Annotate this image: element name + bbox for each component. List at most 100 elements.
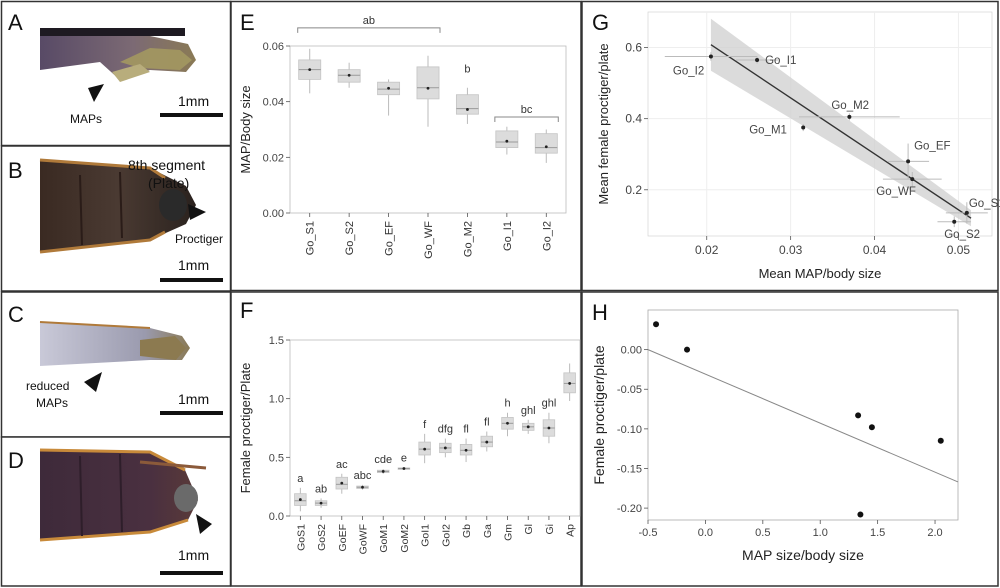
mean-point <box>308 68 312 72</box>
x-tick-label: 1.0 <box>813 527 828 539</box>
panel-G-letter: G <box>592 10 609 35</box>
panel-D-scale-bar <box>160 571 223 575</box>
significance-label: fl <box>484 417 490 429</box>
data-point <box>847 114 852 119</box>
x-tick-label: GoS2 <box>316 524 328 551</box>
data-point <box>708 54 713 59</box>
x-tick-label: Ga <box>482 524 494 538</box>
y-tick-label: -0.10 <box>617 424 642 436</box>
data-point <box>801 125 806 130</box>
significance-label: ac <box>336 459 348 471</box>
y-tick-label: 0.00 <box>621 345 642 357</box>
data-point <box>906 159 911 164</box>
panel-H-letter: H <box>592 300 608 325</box>
data-point <box>755 58 760 62</box>
x-tick-label: Gl <box>523 524 535 535</box>
panel-B-photo <box>39 158 196 254</box>
mean-point <box>387 86 390 90</box>
x-tick-label: GoM1 <box>378 524 390 553</box>
mean-point <box>347 73 351 77</box>
significance-label: ab <box>363 15 375 27</box>
x-tick-label: 0.5 <box>755 527 770 539</box>
panel-B-scale-bar <box>160 278 223 282</box>
mean-point <box>544 145 548 149</box>
chart-G: 0.02 0.03 0.04 0.05 0.2 0.4 0.6 Go_I1 Go_I2 Go_M2… <box>596 11 1000 281</box>
y-axis-label: Female proctiger/plate <box>591 345 607 485</box>
data-point <box>868 424 875 431</box>
y-tick-label: 0.2 <box>625 183 642 197</box>
x-tick-label: 1.5 <box>870 527 885 539</box>
x-tick-label: GoS1 <box>295 524 307 551</box>
x-tick-label: Go_S1 <box>305 221 317 255</box>
panel-A-arrow <box>88 84 104 102</box>
y-tick-label: 1.5 <box>269 335 284 347</box>
data-point <box>910 177 915 182</box>
x-tick-label: Ap <box>565 524 577 537</box>
data-point <box>684 346 691 353</box>
panel-C-arrow <box>84 372 102 392</box>
regression-line <box>647 349 959 483</box>
mean-point <box>505 139 509 143</box>
data-point <box>964 210 969 215</box>
significance-label: h <box>504 398 510 410</box>
x-tick-label: Go_WF <box>423 221 435 259</box>
y-tick-label: 0.6 <box>625 41 642 55</box>
y-axis-label: MAP/Body size <box>238 85 253 173</box>
significance-bracket <box>297 27 441 33</box>
regression-line <box>710 44 972 219</box>
data-point <box>857 511 864 518</box>
mean-point <box>547 426 551 430</box>
x-tick-label: Go_I2 <box>541 221 553 251</box>
panel-D-photo <box>39 448 207 542</box>
box <box>416 66 440 100</box>
y-tick-label: 0.06 <box>263 41 284 53</box>
significance-bracket <box>494 116 559 122</box>
mean-point <box>485 440 489 444</box>
y-tick-label: -0.15 <box>617 463 642 475</box>
mean-point <box>319 501 323 505</box>
mean-point <box>464 448 468 452</box>
plot-area <box>289 339 581 517</box>
x-tick-label: GoWF <box>358 524 370 554</box>
panel-E-letter: E <box>240 10 255 35</box>
x-tick-label: -0.5 <box>639 527 658 539</box>
panel-F-letter: F <box>240 298 253 323</box>
mean-point <box>402 467 406 470</box>
y-tick-label: 0.02 <box>263 152 284 164</box>
y-tick-label: 0.04 <box>263 97 284 109</box>
y-tick-label: -0.20 <box>617 503 642 515</box>
panel-C-scale-bar <box>160 411 223 415</box>
panel-C-letter: C <box>8 302 24 327</box>
mean-point <box>568 382 572 385</box>
panel-B-annotation-top-1: 8th segment <box>128 157 205 173</box>
x-tick-label: Go_EF <box>384 221 396 256</box>
y-axis-label: Female proctiger/Plate <box>238 363 253 494</box>
panel-A-letter: A <box>8 10 23 35</box>
y-axis-label: Mean female proctiger/plate <box>596 43 611 204</box>
x-tick-label: GoEF <box>337 524 349 551</box>
significance-label: b <box>464 63 470 75</box>
significance-label: abc <box>354 470 372 482</box>
point-label: Go_S2 <box>944 229 980 241</box>
significance-label: e <box>401 452 407 464</box>
point-label: Go_S1 <box>969 198 1000 210</box>
significance-label: f <box>423 419 427 431</box>
data-point <box>855 412 862 419</box>
point-label: Go_I1 <box>765 55 796 67</box>
x-axis-label: MAP size/body size <box>742 547 864 563</box>
box <box>455 94 479 115</box>
x-tick-label: GoM2 <box>399 524 411 553</box>
x-tick-label: 0.04 <box>863 243 887 257</box>
mean-point <box>381 470 385 473</box>
panel-B-scale-label: 1mm <box>178 257 209 273</box>
panel-B-arrow <box>188 204 206 220</box>
x-tick-label: 0.02 <box>695 243 719 257</box>
panel-A-scale-bar <box>160 113 223 117</box>
plot-area <box>647 309 959 521</box>
panel-C-annotation-2: MAPs <box>36 396 68 410</box>
panel-A-scale-label: 1mm <box>178 93 209 109</box>
mean-point <box>443 446 447 450</box>
x-tick-label: Go_I1 <box>502 221 514 251</box>
significance-label: bc <box>521 104 533 116</box>
